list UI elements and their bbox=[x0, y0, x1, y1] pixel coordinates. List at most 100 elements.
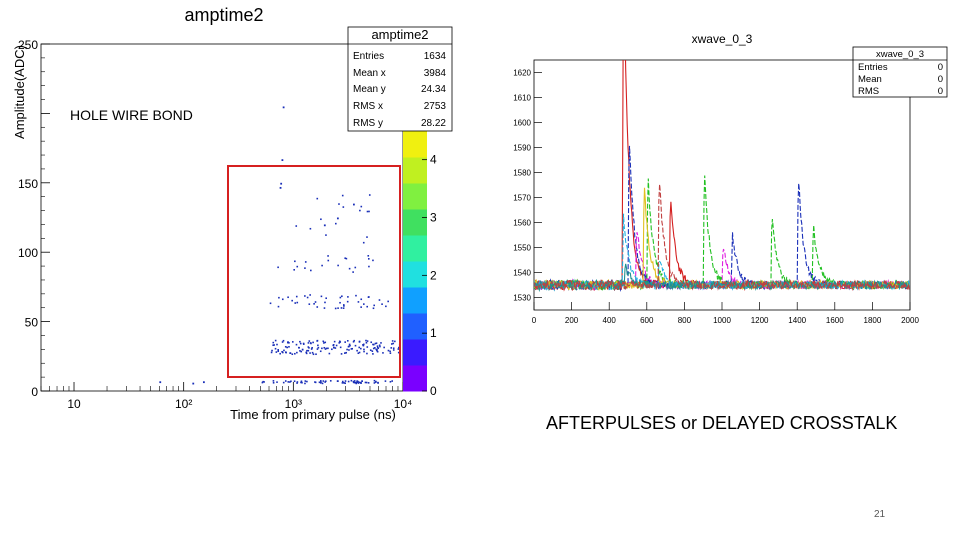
scatter-point bbox=[339, 346, 342, 349]
scatter-point bbox=[335, 344, 338, 347]
scatter-point bbox=[341, 194, 344, 197]
left-stats-key: Mean y bbox=[353, 84, 386, 95]
scatter-point bbox=[295, 295, 298, 298]
scatter-point bbox=[387, 300, 389, 303]
scatter-point bbox=[355, 381, 357, 384]
scatter-point bbox=[366, 305, 369, 308]
scatter-point bbox=[289, 381, 291, 383]
scatter-point bbox=[377, 381, 379, 384]
left-stats-box: amptime2 Entries 1634 Mean x 3984 Mean y… bbox=[347, 26, 453, 132]
left-stats-key: Mean x bbox=[353, 68, 386, 79]
scatter-point bbox=[368, 296, 370, 298]
scatter-point bbox=[323, 342, 325, 344]
scatter-point bbox=[360, 298, 363, 301]
right-stats-key: RMS bbox=[858, 86, 879, 97]
scatter-point bbox=[273, 344, 275, 346]
scatter-point bbox=[329, 380, 332, 382]
left-stats-value: 2753 bbox=[424, 101, 447, 112]
scatter-point bbox=[357, 382, 360, 384]
colorbar-segment bbox=[403, 261, 427, 288]
right-x-tick-label: 1200 bbox=[751, 316, 769, 325]
scatter-point bbox=[310, 342, 312, 345]
scatter-point bbox=[320, 218, 322, 221]
scatter-point bbox=[275, 351, 278, 353]
scatter-point bbox=[301, 348, 304, 351]
scatter-point bbox=[287, 381, 290, 383]
scatter-point bbox=[362, 343, 365, 346]
scatter-point bbox=[368, 265, 370, 268]
scatter-point bbox=[346, 348, 348, 351]
scatter-point bbox=[296, 382, 298, 384]
scatter-point bbox=[344, 257, 347, 260]
scatter-point bbox=[320, 295, 323, 298]
scatter-point bbox=[361, 380, 363, 382]
right-stats-key: Mean bbox=[858, 74, 882, 85]
scatter-point bbox=[272, 381, 275, 384]
scatter-point bbox=[319, 380, 322, 382]
scatter-point bbox=[338, 203, 340, 205]
right-y-tick-label: 1600 bbox=[513, 119, 531, 128]
colorbar-segment bbox=[403, 365, 427, 392]
scatter-point bbox=[322, 340, 325, 343]
scatter-point bbox=[293, 269, 295, 271]
scatter-point bbox=[376, 345, 379, 347]
left-stats-key: RMS x bbox=[353, 101, 383, 112]
scatter-point bbox=[391, 340, 394, 342]
scatter-point bbox=[362, 241, 365, 244]
scatter-point bbox=[304, 267, 306, 269]
right-y-tick-label: 1620 bbox=[513, 69, 531, 78]
left-stats-key: Entries bbox=[353, 51, 384, 62]
scatter-point bbox=[274, 347, 277, 350]
right-waveform-plot: xwave_0_3 1530 1540 1550 1560 1570 1580 1590 16… bbox=[513, 32, 948, 325]
scatter-point bbox=[347, 380, 350, 383]
right-x-tick-label: 1800 bbox=[864, 316, 882, 325]
scatter-point bbox=[312, 341, 314, 344]
left-stats-value: 24.34 bbox=[421, 84, 446, 95]
scatter-point bbox=[295, 343, 298, 346]
scatter-point bbox=[339, 301, 341, 304]
scatter-point bbox=[391, 380, 394, 382]
scatter-point bbox=[366, 340, 369, 342]
right-y-tick-label: 1540 bbox=[513, 269, 531, 278]
scatter-point bbox=[289, 352, 291, 354]
scatter-point bbox=[300, 380, 303, 383]
scatter-point bbox=[333, 340, 336, 343]
scatter-point bbox=[296, 351, 298, 354]
right-stats-value: 0 bbox=[938, 86, 943, 97]
scatter-point bbox=[374, 347, 376, 349]
scatter-point bbox=[325, 347, 328, 350]
scatter-point bbox=[291, 353, 294, 356]
scatter-point bbox=[321, 382, 324, 385]
scatter-point bbox=[304, 380, 307, 382]
left-plot-title: amptime2 bbox=[184, 5, 263, 25]
scatter-point bbox=[290, 380, 292, 383]
page-number: 21 bbox=[874, 509, 886, 520]
scatter-point bbox=[363, 350, 365, 353]
scatter-point bbox=[374, 342, 377, 345]
scatter-point bbox=[364, 381, 367, 384]
scatter-point bbox=[345, 257, 348, 260]
scatter-point bbox=[348, 345, 350, 348]
scatter-point bbox=[353, 203, 355, 206]
colorbar-tick-label: 4 bbox=[430, 153, 437, 167]
scatter-point bbox=[325, 234, 327, 236]
scatter-point bbox=[379, 345, 381, 348]
colorbar-segment bbox=[403, 131, 427, 158]
scatter-point bbox=[342, 206, 345, 208]
scatter-point bbox=[272, 341, 275, 344]
left-y-tick-label: 0 bbox=[31, 385, 38, 399]
scatter-point bbox=[192, 382, 195, 385]
scatter-point bbox=[353, 339, 355, 342]
scatter-point bbox=[280, 182, 283, 185]
scatter-point bbox=[373, 382, 376, 384]
scatter-point bbox=[272, 344, 274, 347]
scatter-point bbox=[370, 341, 373, 344]
scatter-point bbox=[302, 342, 305, 345]
scatter-point bbox=[327, 255, 329, 257]
left-y-tick-label: 50 bbox=[25, 316, 39, 330]
scatter-point bbox=[304, 261, 307, 263]
scatter-point bbox=[324, 301, 326, 304]
scatter-point bbox=[342, 307, 345, 309]
scatter-point bbox=[350, 379, 353, 382]
scatter-point bbox=[354, 344, 357, 347]
